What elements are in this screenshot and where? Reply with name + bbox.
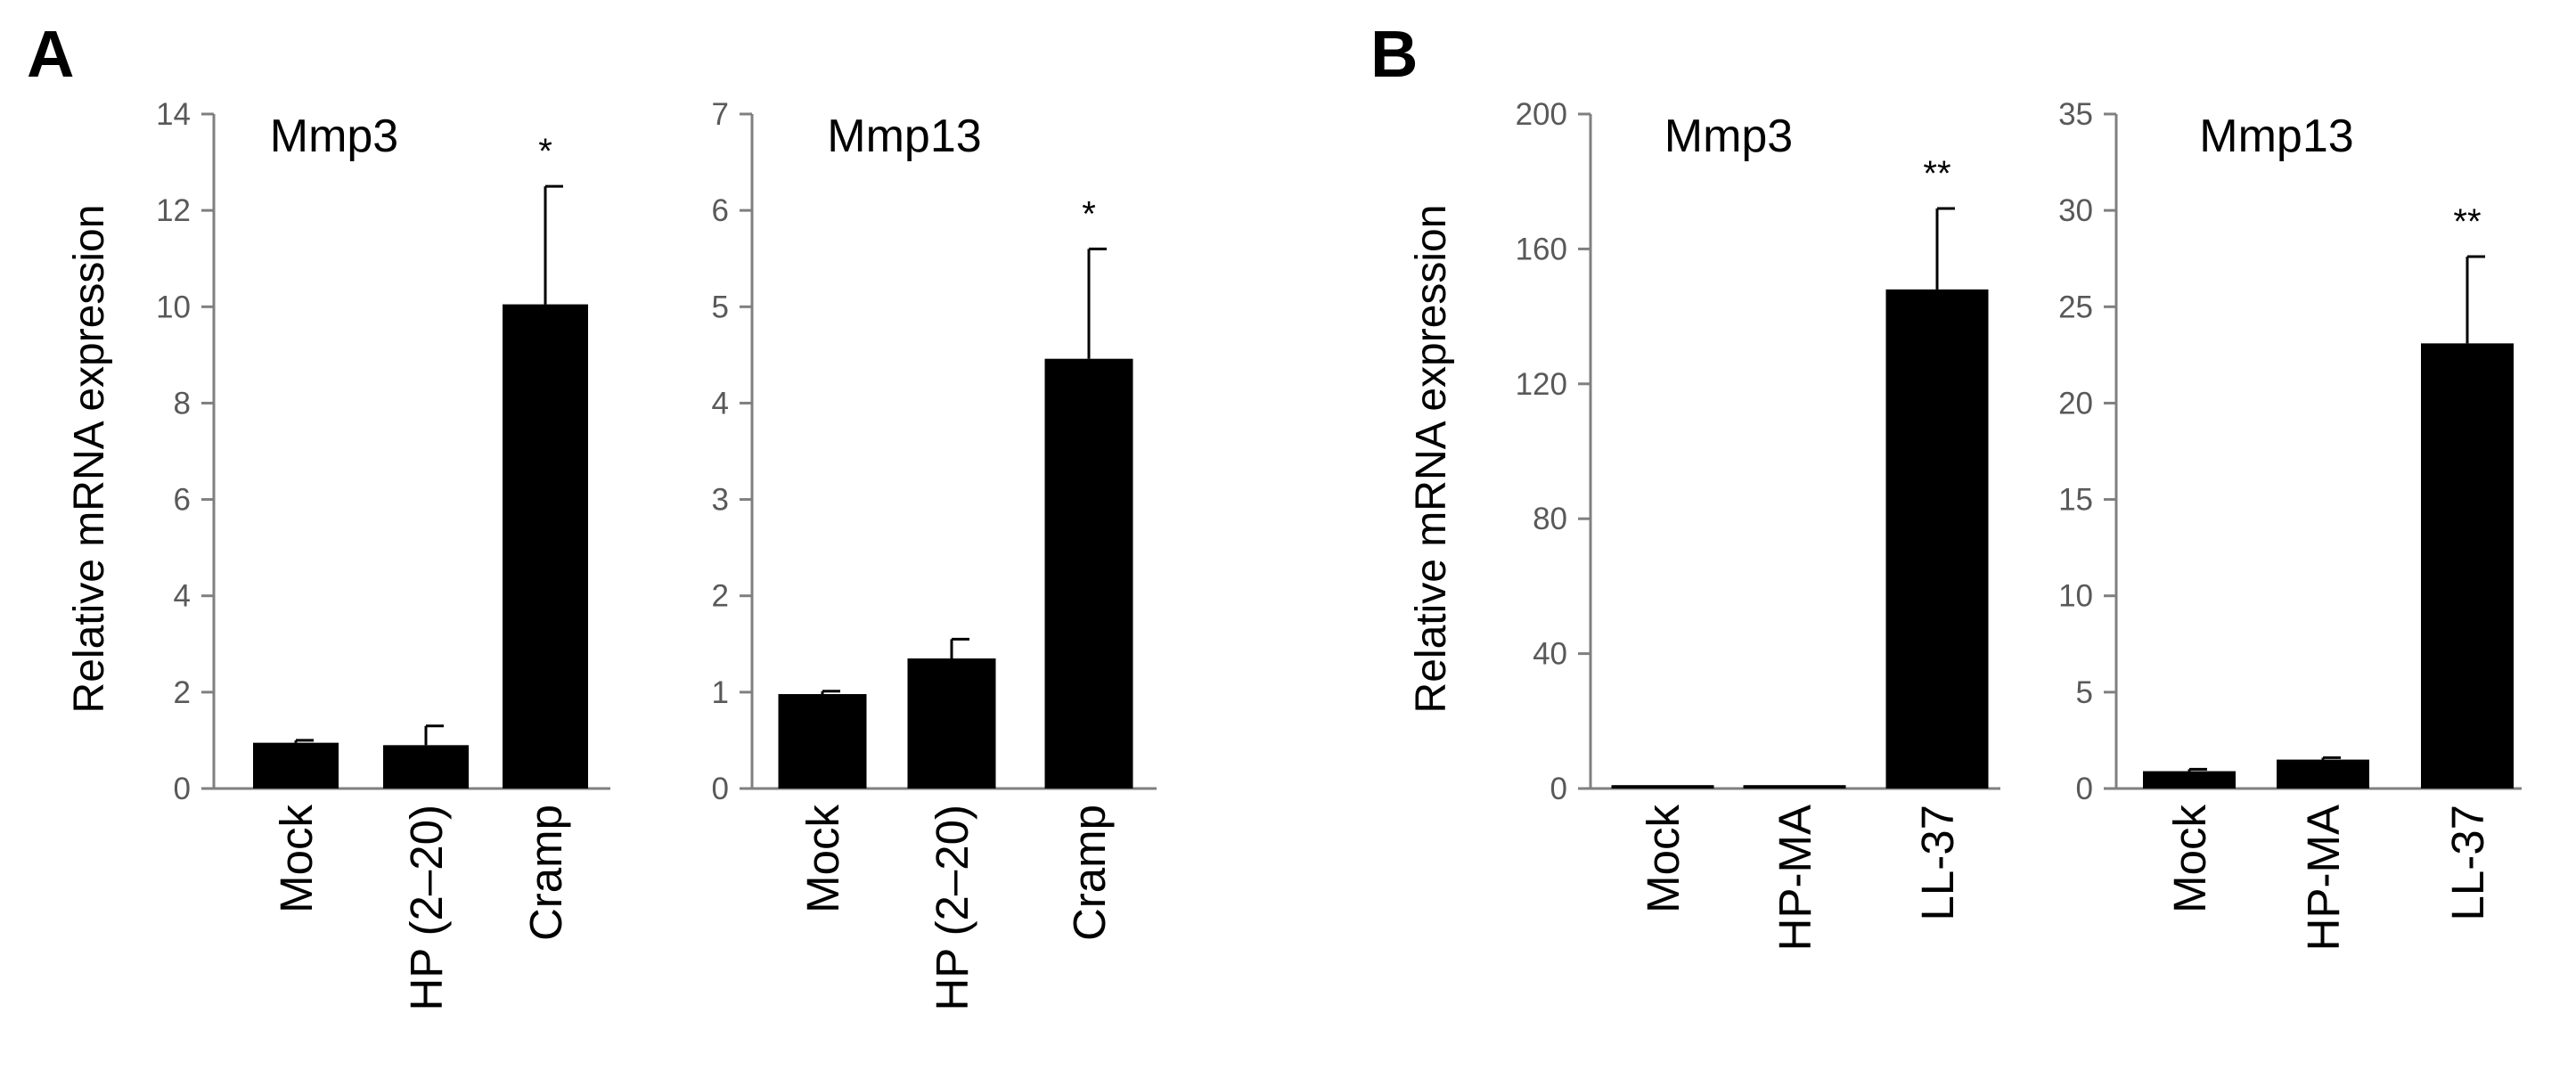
significance-marker: **	[2453, 202, 2481, 241]
bar	[778, 694, 867, 789]
y-tick-label: 6	[174, 483, 191, 518]
x-tick-label: Cramp	[520, 805, 571, 941]
chart-b-mmp13: Mmp13 0 5 10 15 20 25 30 35 Mock HP-MA ** LL-37	[2058, 97, 2522, 951]
chart-b-mmp3: Mmp3 0 40 80 120 160 200 Mock HP-MA ** LL-37	[1516, 97, 2000, 951]
bar	[1611, 785, 1714, 789]
x-tick-label: Cramp	[1064, 805, 1115, 941]
y-tick-label: 0	[712, 772, 729, 806]
y-tick-label: 80	[1533, 502, 1567, 536]
y-tick-label: 4	[712, 386, 729, 421]
y-tick-label: 14	[156, 97, 191, 132]
y-tick-label: 200	[1516, 97, 1567, 132]
y-tick-label: 4	[174, 579, 191, 614]
y-tick-label: 2	[174, 675, 191, 710]
bar	[1743, 785, 1846, 789]
y-tick-label: 0	[174, 772, 191, 806]
x-tick-label: LL-37	[2442, 805, 2493, 920]
significance-marker: *	[1082, 194, 1096, 233]
significance-marker: *	[538, 132, 552, 171]
y-tick-label: 0	[2076, 772, 2093, 806]
y-tick-label: 6	[712, 193, 729, 228]
x-tick-label: Mock	[271, 805, 322, 913]
bar	[1044, 358, 1133, 789]
bar	[2143, 771, 2236, 789]
bar	[2277, 759, 2369, 789]
y-tick-label: 8	[174, 386, 191, 421]
x-tick-label: HP (2–20)	[401, 805, 452, 1011]
bar	[503, 304, 588, 789]
y-tick-label: 160	[1516, 232, 1567, 266]
bar	[2421, 343, 2514, 789]
chart-title: Mmp3	[1664, 110, 1793, 162]
x-tick-label: LL-37	[1912, 805, 1963, 920]
x-tick-label: Mock	[797, 805, 848, 913]
y-tick-label: 25	[2058, 290, 2093, 324]
y-tick-label: 3	[712, 483, 729, 518]
chart-title: Mmp13	[827, 110, 981, 162]
panel-letter-b: B	[1370, 17, 1418, 91]
chart-a-mmp13: Mmp13 0 1 2 3 4 5 6 7 Mock HP (2–20) * Cramp	[712, 97, 1157, 1011]
bar	[253, 742, 339, 789]
y-tick-label: 20	[2058, 386, 2093, 421]
bar	[383, 745, 469, 789]
bar	[1885, 289, 1989, 789]
bar	[907, 658, 996, 789]
chart-title: Mmp3	[270, 110, 398, 162]
x-tick-label: Mock	[2164, 805, 2215, 913]
x-tick-label: HP-MA	[2298, 805, 2349, 951]
y-tick-label: 120	[1516, 367, 1567, 402]
y-tick-label: 15	[2058, 483, 2093, 518]
y-tick-label: 30	[2058, 193, 2093, 228]
x-tick-label: HP-MA	[1770, 805, 1820, 951]
y-axis-label-b: Relative mRNA expression	[1408, 205, 1455, 714]
y-tick-label: 12	[156, 193, 191, 228]
y-tick-label: 40	[1533, 637, 1567, 672]
y-axis-label-a: Relative mRNA expression	[66, 205, 113, 714]
y-tick-label: 0	[1550, 772, 1567, 806]
chart-title: Mmp13	[2199, 110, 2353, 162]
significance-marker: **	[1923, 154, 1950, 193]
chart-a-mmp3: Mmp3 0 2 4 6 8 10 12 14 Mock HP (2–20) * Cramp	[156, 97, 610, 1011]
y-tick-label: 5	[712, 290, 729, 324]
y-tick-label: 2	[712, 579, 729, 614]
x-tick-label: HP (2–20)	[927, 805, 977, 1011]
y-tick-label: 7	[712, 97, 729, 132]
y-tick-label: 10	[156, 290, 191, 324]
y-tick-label: 1	[712, 675, 729, 710]
y-tick-label: 5	[2076, 675, 2093, 710]
panel-letter-a: A	[27, 17, 74, 91]
y-tick-label: 10	[2058, 579, 2093, 614]
y-tick-label: 35	[2058, 97, 2093, 132]
x-tick-label: Mock	[1638, 805, 1689, 913]
